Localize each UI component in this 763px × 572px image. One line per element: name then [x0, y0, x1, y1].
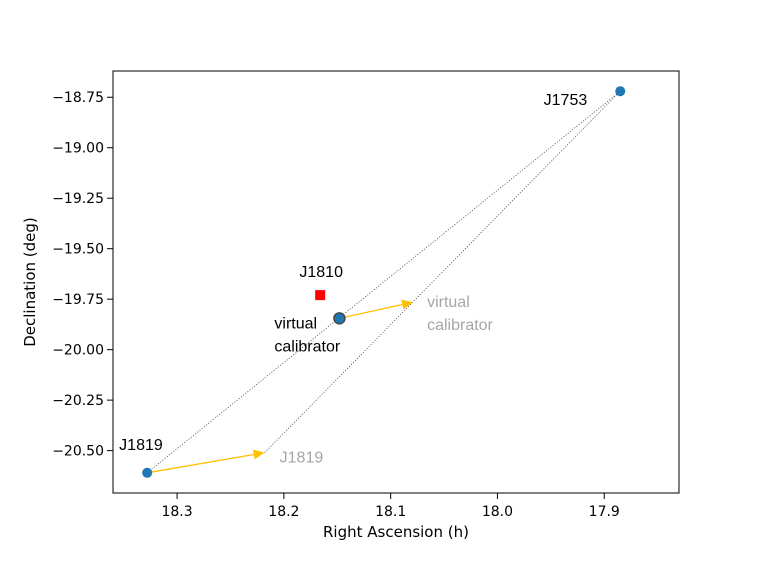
y-tick-label: −19.00 [52, 141, 104, 157]
point-J1753 [615, 86, 626, 97]
arrow-head-virtual-calibrator-shift [401, 299, 414, 310]
y-tick-label: −19.25 [52, 191, 104, 207]
arrow-line-j1819-shift [147, 453, 254, 474]
y-tick-label: −20.00 [52, 343, 104, 359]
point-virtual-calibrator [333, 312, 346, 325]
x-tick-label: 17.9 [589, 504, 620, 520]
points [142, 86, 626, 478]
y-axis-ticks: −18.75 −19.00 −19.25 −19.50 −19.75 −20.00 −20.… [52, 90, 113, 460]
label-virtual-calibrator-line-2: calibrator [274, 338, 340, 355]
x-axis-label: Right Ascension (h) [323, 523, 469, 541]
arrow-line-virtual-calibrator-shift [339, 303, 403, 319]
y-tick-label: −19.75 [52, 292, 104, 308]
label-J1753: J1753 [544, 92, 588, 109]
x-tick-label: 18.1 [375, 504, 406, 520]
label-j1819-shifted: J1819 [280, 450, 324, 467]
x-axis-ticks: 18.3 18.2 18.1 18.0 17.9 [161, 493, 620, 520]
dotted-line-j1819-to-j1753 [146, 90, 621, 474]
y-tick-label: −18.75 [52, 90, 104, 106]
arrows [147, 299, 414, 474]
point-J1819 [142, 467, 153, 478]
x-tick-label: 18.2 [268, 504, 299, 520]
label-J1810: J1810 [299, 264, 343, 281]
point-J1810 [315, 290, 326, 301]
y-tick-label: −20.25 [52, 393, 104, 409]
label-virtual-calibrator-shifted-line-1: virtual [427, 294, 470, 311]
y-tick-label: −19.50 [52, 242, 104, 258]
plot-area [112, 70, 680, 494]
arrow-head-j1819-shift [252, 449, 265, 460]
label-virtual-calibrator-line-1: virtual [274, 315, 317, 332]
x-tick-label: 18.3 [161, 504, 192, 520]
y-tick-label: −20.50 [52, 444, 104, 460]
label-virtual-calibrator-shifted-line-2: calibrator [427, 317, 493, 334]
y-axis-label: Declination (deg) [21, 217, 39, 347]
annotations: J1753 J1819 virtual calibrator J1810 J1819 vir… [119, 92, 587, 466]
x-tick-label: 18.0 [482, 504, 513, 520]
dotted-line-j1819-shifted-to-j1753 [264, 90, 621, 453]
dotted-lines [146, 90, 621, 474]
label-J1819: J1819 [119, 437, 163, 454]
